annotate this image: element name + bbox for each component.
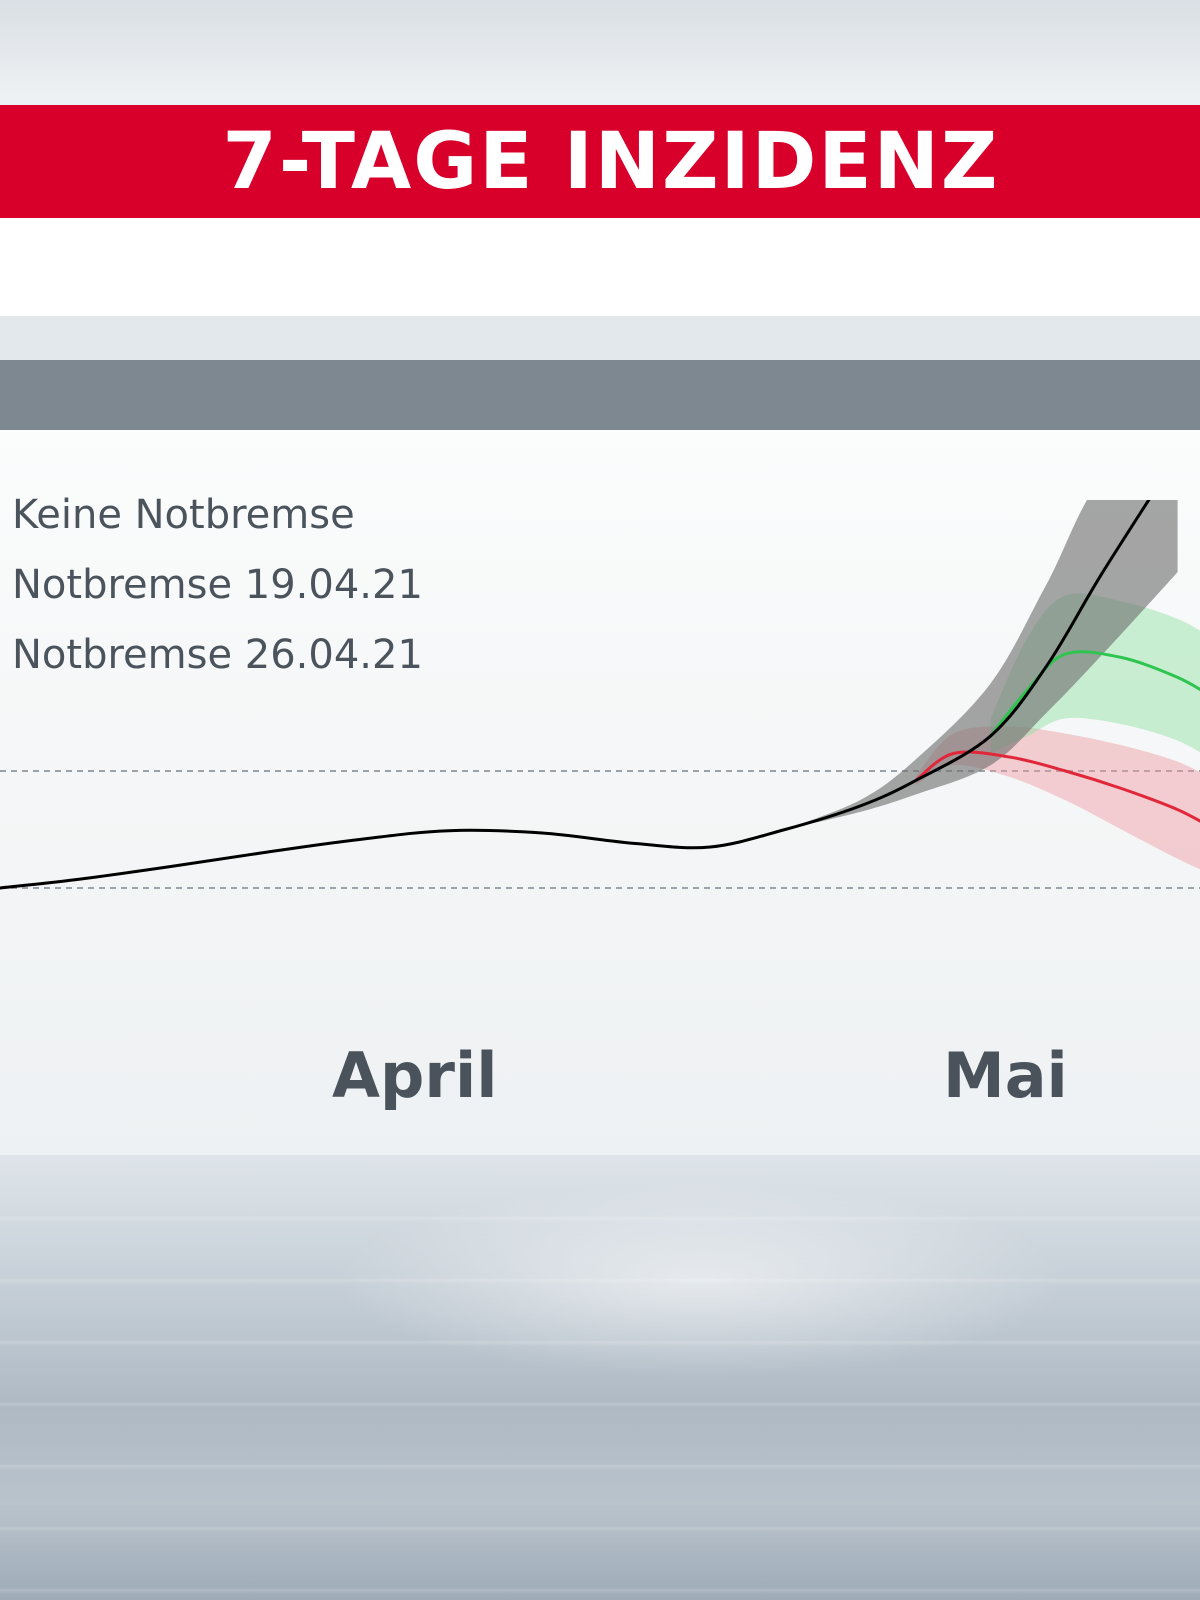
x-tick-april: April bbox=[332, 1039, 498, 1112]
legend-keine-notbremse: Keine Notbremse bbox=[12, 492, 355, 538]
title-bar: 7-TAGE INZIDENZ bbox=[0, 105, 1200, 218]
series-line-notbremse-19-04 bbox=[989, 650, 1200, 738]
header-band bbox=[0, 360, 1200, 430]
confidence-band-keine-notbremse bbox=[785, 500, 1178, 830]
x-tick-mai: Mai bbox=[943, 1039, 1068, 1112]
legend-notbremse-26-04: Notbremse 26.04.21 bbox=[12, 632, 423, 678]
background-shine bbox=[0, 1160, 1200, 1600]
legend-notbremse-19-04: Notbremse 19.04.21 bbox=[12, 562, 423, 608]
chart-title: 7-TAGE INZIDENZ bbox=[222, 116, 1000, 207]
chart-panel bbox=[0, 430, 1200, 1155]
legend: Keine Notbremse Notbremse 19.04.21 Notbr… bbox=[12, 480, 423, 690]
series-line-notbremse-26-04 bbox=[914, 750, 1200, 823]
series-line-keine-notbremse bbox=[0, 500, 1151, 890]
subtitle-band bbox=[0, 218, 1200, 316]
